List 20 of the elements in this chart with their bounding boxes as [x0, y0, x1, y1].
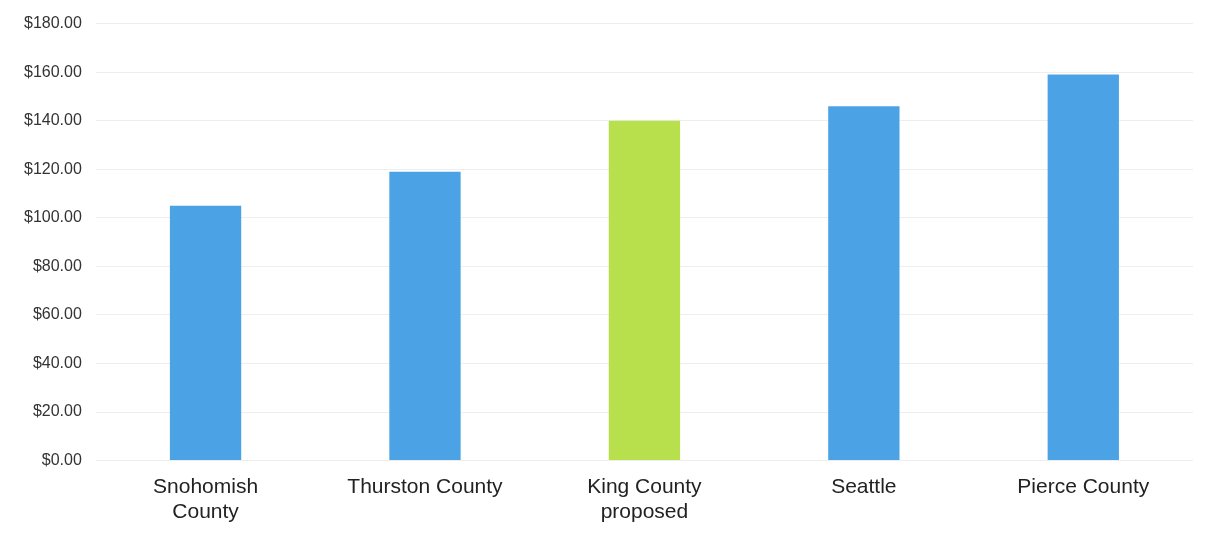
y-tick-label: $60.00	[32, 305, 82, 323]
y-tick-label: $140.00	[23, 111, 82, 129]
y-tick-label: $160.00	[23, 62, 82, 80]
bar	[1047, 74, 1119, 461]
x-tick-label: King County proposed	[587, 474, 703, 523]
x-tick-label: Snohomish County	[153, 474, 259, 523]
x-tick-label: Seattle	[831, 474, 897, 497]
bar	[608, 120, 681, 461]
x-tick-label: Thurston County	[347, 474, 504, 497]
y-tick-label: $180.00	[23, 14, 82, 32]
y-tick-label: $80.00	[32, 256, 82, 274]
y-tick-label: $120.00	[23, 159, 82, 177]
y-tick-label: $40.00	[32, 353, 82, 371]
x-tick-label: Pierce County	[1017, 474, 1150, 497]
y-tick-label: $0.00	[41, 451, 82, 469]
bar	[828, 106, 900, 461]
bar	[169, 205, 242, 461]
bar	[389, 171, 461, 461]
y-tick-label: $100.00	[23, 208, 82, 226]
y-tick-label: $20.00	[32, 402, 82, 420]
